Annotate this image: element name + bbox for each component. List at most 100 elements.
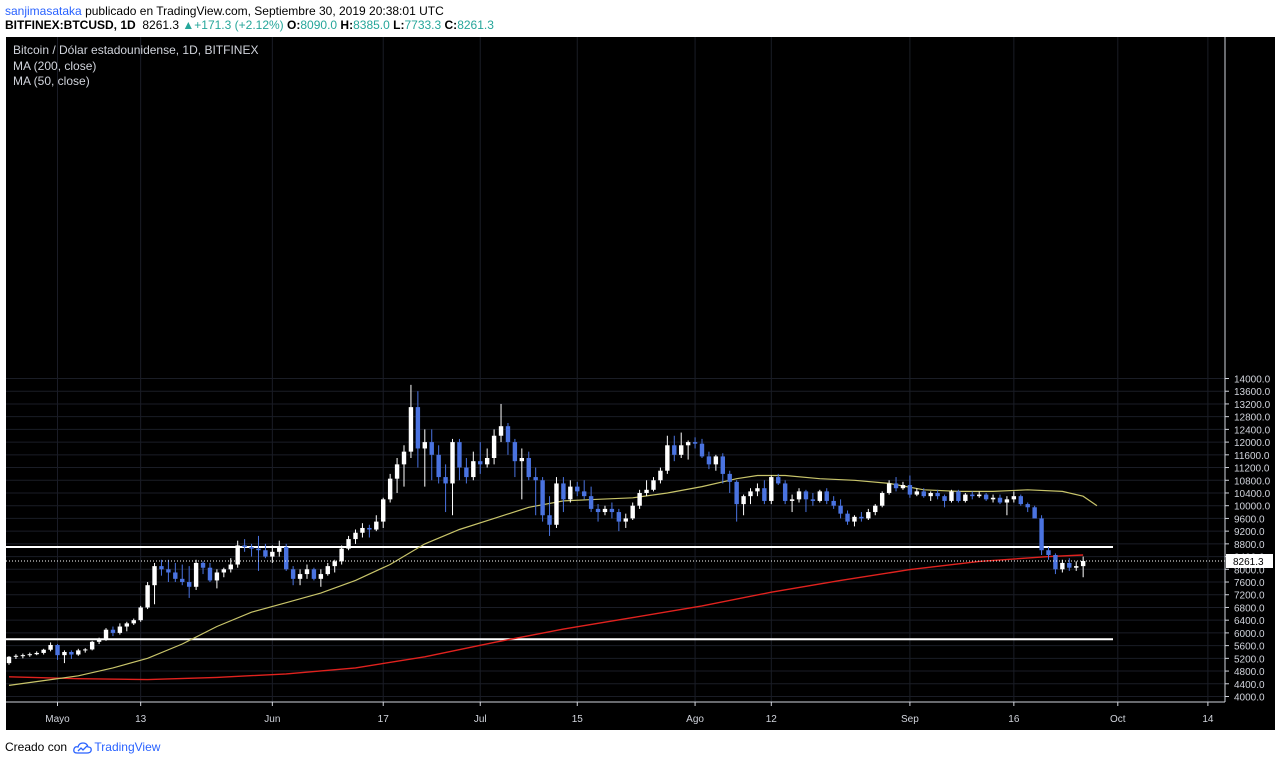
candle-body <box>699 443 705 457</box>
y-tick-label: 7600.0 <box>1234 578 1265 589</box>
symbol-info-bar: BITFINEX:BTCUSD, 1D 8261.3 ▲+171.3 (+2.1… <box>5 18 494 32</box>
candle-body <box>256 548 261 551</box>
chart-area[interactable]: 4000.0 4400.0 4800.0 5200.0 5600.0 6000.0 6400… <box>6 37 1275 730</box>
candle-body <box>1032 507 1037 519</box>
candle-body <box>353 532 358 540</box>
candle-body <box>782 483 788 501</box>
candle <box>270 545 275 563</box>
candle-body <box>311 569 317 579</box>
candle-body <box>138 607 143 621</box>
candle <box>401 445 407 487</box>
candle-body <box>734 481 739 505</box>
candle <box>1039 515 1044 555</box>
y-tick-label: 4400.0 <box>1234 680 1265 691</box>
x-tick-label: Oct <box>1110 714 1126 725</box>
candle <box>873 504 878 516</box>
candle <box>983 492 989 501</box>
tradingview-link[interactable]: TradingView <box>94 740 161 754</box>
candle-body <box>949 491 954 501</box>
candle-body <box>866 512 871 519</box>
candle <box>20 653 26 659</box>
candle <box>13 654 19 659</box>
candle-body <box>422 442 427 449</box>
y-tick-label: 13600.0 <box>1234 387 1271 398</box>
candle-body <box>533 477 538 481</box>
candle-body <box>852 516 857 522</box>
candle <box>914 488 920 497</box>
candle-body <box>415 407 421 449</box>
candle-body <box>609 508 615 513</box>
candle <box>679 432 684 458</box>
candle-body <box>408 407 414 452</box>
candle <box>55 644 60 660</box>
candle <box>658 467 663 484</box>
candle-body <box>221 569 227 573</box>
candle <box>595 504 601 522</box>
candle-body <box>76 650 81 655</box>
candle-body <box>318 574 324 579</box>
candle-body <box>907 485 913 495</box>
candle <box>235 540 240 568</box>
candle <box>110 626 116 637</box>
candle <box>776 473 781 486</box>
candle <box>755 483 760 497</box>
author-link[interactable]: sanjimasataka <box>5 4 82 18</box>
candle <box>1011 491 1017 503</box>
candle <box>845 510 850 525</box>
candle-body <box>166 569 171 573</box>
y-tick-label: 7200.0 <box>1234 591 1265 602</box>
y-tick-label: 14000.0 <box>1234 375 1271 386</box>
y-tick-label: 4800.0 <box>1234 667 1265 678</box>
candle <box>935 489 940 500</box>
candle-body <box>713 456 719 465</box>
candle-body <box>297 574 303 579</box>
candle <box>672 435 677 462</box>
candle-body <box>6 656 12 664</box>
candle <box>699 438 705 458</box>
candle-body <box>526 458 531 478</box>
x-tick-label: Jun <box>264 714 280 725</box>
y-tick-label: 5600.0 <box>1234 642 1265 653</box>
candle-body <box>630 505 635 519</box>
candle-body <box>491 435 497 458</box>
candle-body <box>96 639 102 642</box>
candle <box>325 562 330 576</box>
candle <box>415 391 421 468</box>
candle <box>713 454 719 471</box>
candle <box>637 489 642 509</box>
candle <box>1080 556 1086 578</box>
candle <box>762 480 767 505</box>
candle-body <box>602 508 608 513</box>
y-tick-label: 12400.0 <box>1234 425 1271 436</box>
candle <box>381 497 386 528</box>
candle <box>429 429 434 481</box>
up-arrow-icon: ▲ <box>182 18 195 32</box>
candle-body <box>727 473 732 482</box>
candle-body <box>588 496 594 509</box>
candle-body <box>928 492 933 497</box>
legend-ma200[interactable]: MA (200, close) <box>13 59 96 73</box>
candle-body <box>242 545 247 548</box>
candle <box>1018 494 1023 506</box>
legend-ma50[interactable]: MA (50, close) <box>13 74 90 88</box>
y-tick-label: 10000.0 <box>1234 502 1271 513</box>
candle-body <box>346 539 351 549</box>
candle <box>367 524 372 538</box>
candle <box>651 477 656 492</box>
candle-body <box>679 445 684 455</box>
candle-body <box>360 527 365 533</box>
y-tick-label: 5200.0 <box>1234 654 1265 665</box>
candle-body <box>1011 496 1017 500</box>
candle-body <box>478 461 483 465</box>
candle <box>782 480 788 505</box>
candle <box>491 429 497 465</box>
candle <box>1032 505 1037 519</box>
candle <box>471 451 476 481</box>
candle-body <box>484 458 490 465</box>
candle <box>304 564 310 579</box>
y-tick-label: 6000.0 <box>1234 629 1265 640</box>
candle-body <box>561 483 566 500</box>
candle <box>1053 553 1058 575</box>
high-value: 8385.0 <box>353 18 390 32</box>
